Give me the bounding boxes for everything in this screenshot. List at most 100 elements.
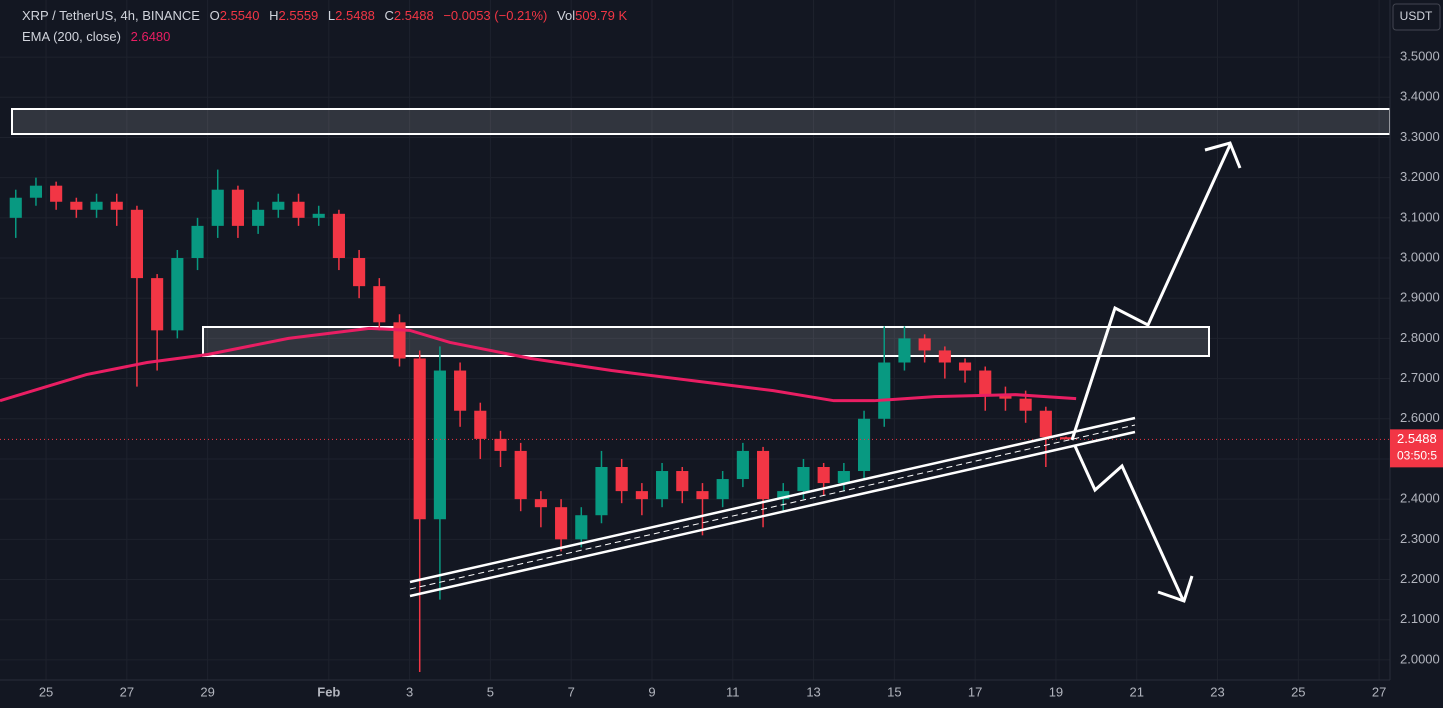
trendline-upper bbox=[409, 416, 1136, 584]
trendline bbox=[409, 141, 1242, 603]
price-axis bbox=[1390, 0, 1443, 708]
y-tick-label: 2.6000 bbox=[1400, 410, 1440, 425]
candle-body bbox=[272, 201, 285, 210]
candle-body bbox=[70, 201, 83, 210]
y-tick-label: 2.4000 bbox=[1400, 491, 1440, 506]
candle-body bbox=[817, 466, 830, 484]
y-tick-label: 2.0000 bbox=[1400, 651, 1440, 666]
arrow-down bbox=[1073, 445, 1185, 601]
candle-body bbox=[757, 450, 770, 500]
change: −0.0053 (−0.21%) bbox=[443, 8, 547, 23]
x-tick-label: 27 bbox=[1372, 684, 1386, 699]
candle-body bbox=[171, 258, 184, 331]
x-tick-label: 5 bbox=[487, 684, 494, 699]
resistance-zone bbox=[11, 108, 1391, 135]
candle-body bbox=[494, 438, 507, 451]
arrow-down-head bbox=[1157, 575, 1194, 603]
x-tick-label: 9 bbox=[648, 684, 655, 699]
y-tick-label: 2.2000 bbox=[1400, 571, 1440, 586]
candle-body bbox=[615, 466, 628, 492]
candle-body bbox=[292, 201, 305, 218]
candle-body bbox=[353, 258, 366, 287]
label: C bbox=[385, 8, 394, 23]
x-tick-label: 17 bbox=[968, 684, 982, 699]
candle-body bbox=[635, 491, 648, 500]
y-tick-label: 2.8000 bbox=[1400, 330, 1440, 345]
y-tick-label: 3.4000 bbox=[1400, 89, 1440, 104]
candle-body bbox=[332, 213, 345, 259]
candle-body bbox=[454, 370, 467, 411]
ema-line bbox=[0, 326, 1077, 403]
arrow-up-head bbox=[1204, 141, 1242, 169]
candle-body bbox=[1039, 410, 1052, 438]
candle-body bbox=[373, 286, 386, 323]
candle-body bbox=[575, 515, 588, 540]
candle-body bbox=[90, 201, 103, 210]
candle-body bbox=[696, 491, 709, 500]
candle-body bbox=[938, 350, 951, 363]
candle-body bbox=[555, 507, 568, 540]
y-tick-label: 3.5000 bbox=[1400, 49, 1440, 64]
x-tick-label: 7 bbox=[568, 684, 575, 699]
x-tick-label: 29 bbox=[200, 684, 214, 699]
candle-body bbox=[716, 479, 729, 500]
ema-legend: EMA (200, close) 2.6480 bbox=[22, 29, 170, 44]
candle-body bbox=[50, 185, 63, 202]
drawings bbox=[11, 108, 1391, 357]
x-tick-label: 25 bbox=[1291, 684, 1305, 699]
candle-body bbox=[433, 370, 446, 520]
candle-body bbox=[958, 362, 972, 371]
value: 2.5540 bbox=[220, 8, 260, 23]
label: L bbox=[328, 8, 335, 23]
x-tick-label: Feb bbox=[317, 684, 340, 699]
candle-body bbox=[231, 189, 244, 226]
candle-body bbox=[595, 466, 608, 516]
candle-body bbox=[999, 394, 1012, 399]
candle-body bbox=[1019, 398, 1032, 411]
label: O bbox=[210, 8, 220, 23]
x-tick-label: 11 bbox=[726, 684, 740, 699]
candle-body bbox=[837, 471, 850, 484]
countdown: 03:50:5 bbox=[1397, 449, 1437, 463]
price-tag-label: 2.5488 bbox=[1397, 431, 1437, 446]
y-tick-label: 3.0000 bbox=[1400, 249, 1440, 264]
x-tick-label: 23 bbox=[1210, 684, 1224, 699]
value: 2.5488 bbox=[335, 8, 375, 23]
candle-body bbox=[777, 491, 790, 500]
y-tick-label: 2.9000 bbox=[1400, 290, 1440, 305]
y-tick-label: 3.1000 bbox=[1400, 209, 1440, 224]
currency[interactable]: USDT bbox=[1400, 9, 1433, 23]
label: Vol bbox=[557, 8, 575, 23]
value: 2.5488 bbox=[394, 8, 434, 23]
y-tick-label: 2.1000 bbox=[1400, 611, 1440, 626]
candle-body bbox=[878, 362, 891, 419]
candle-body bbox=[918, 338, 931, 351]
candle-body bbox=[656, 471, 669, 500]
candle-body bbox=[191, 225, 204, 259]
candle-body bbox=[857, 418, 871, 472]
trendline-lower bbox=[409, 430, 1136, 598]
x-tick-label: 27 bbox=[120, 684, 134, 699]
axes: 2.00002.10002.20002.30002.40002.50002.60… bbox=[39, 49, 1443, 699]
candle-body bbox=[130, 209, 143, 279]
supply-box bbox=[202, 326, 1210, 357]
candle-body bbox=[979, 370, 992, 395]
currency-button[interactable] bbox=[1392, 3, 1441, 31]
candle-body bbox=[534, 499, 547, 508]
candle-body bbox=[676, 471, 689, 492]
x-tick-label: 25 bbox=[39, 684, 53, 699]
candle-body bbox=[736, 450, 749, 480]
candle-body bbox=[252, 209, 265, 226]
price-tag bbox=[1390, 429, 1443, 468]
y-tick-label: 2.7000 bbox=[1400, 370, 1440, 385]
trendline-mid bbox=[409, 424, 1136, 590]
label: EMA (200, close) bbox=[22, 29, 121, 44]
candle-body bbox=[514, 450, 527, 500]
candle-body bbox=[413, 358, 426, 520]
candles bbox=[0, 169, 1390, 672]
value: 2.5559 bbox=[279, 8, 319, 23]
candle-body bbox=[797, 466, 810, 492]
candle-body bbox=[898, 338, 911, 363]
